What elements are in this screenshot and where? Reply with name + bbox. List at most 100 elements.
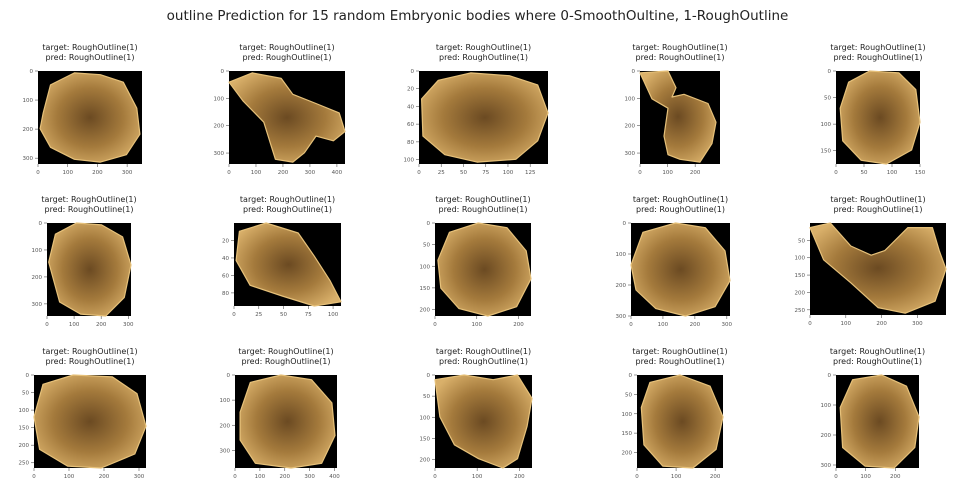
y-tick-label: 200	[32, 275, 43, 281]
panel-target-label: target: RoughOutline(1)	[239, 43, 335, 52]
x-tick-label: 400	[329, 474, 340, 480]
x-tick-label: 100	[658, 322, 669, 328]
embryonic-body	[639, 70, 717, 163]
panel-pred-label: pred: RoughOutline(1)	[833, 53, 923, 62]
y-tick-label: 200	[420, 308, 431, 314]
y-tick-label: 100	[23, 98, 34, 104]
embryonic-body	[640, 374, 724, 469]
x-tick-label: 0	[232, 312, 236, 318]
panel-target-label: target: RoughOutline(1)	[42, 347, 138, 356]
figure-title: outline Prediction for 15 random Embryon…	[166, 8, 789, 24]
image-panel-1: target: RoughOutline(1) pred: RoughOutlin…	[23, 43, 142, 176]
y-tick-label: 300	[616, 314, 627, 320]
image-panel-8: target: RoughOutline(1) pred: RoughOutlin…	[420, 195, 532, 328]
x-tick-label: 200	[690, 322, 701, 328]
y-tick-label: 0	[221, 69, 225, 75]
y-tick-label: 200	[19, 443, 30, 449]
y-tick-label: 0	[623, 221, 627, 227]
x-tick-label: 0	[834, 170, 838, 176]
image-panel-10: target: RoughOutline(1) pred: RoughOutlin…	[795, 195, 947, 327]
y-tick-label: 80	[407, 140, 414, 146]
panel-axes: 0 100 200 300 50 100 150 200 250	[795, 222, 947, 327]
image-panel-2: target: RoughOutline(1) pred: RoughOutlin…	[214, 43, 346, 176]
y-tick-label: 100	[404, 158, 415, 164]
x-tick-label: 200	[92, 170, 103, 176]
panel-target-label: target: RoughOutline(1)	[435, 43, 532, 52]
y-tick-label: 300	[214, 151, 225, 157]
panel-pred-label: pred: RoughOutline(1)	[241, 357, 331, 366]
y-tick-label: 100	[616, 252, 627, 258]
embryonic-body	[48, 222, 132, 317]
x-tick-label: 200	[876, 321, 887, 327]
x-tick-label: 300	[912, 321, 923, 327]
y-tick-label: 200	[622, 451, 633, 457]
y-tick-label: 200	[795, 290, 806, 296]
panel-title: target: RoughOutline(1) pred: RoughOutlin…	[776, 43, 955, 63]
x-tick-label: 0	[233, 474, 237, 480]
panel-target-label: target: RoughOutline(1)	[632, 347, 728, 356]
y-tick-label: 50	[22, 391, 29, 397]
panel-title: target: RoughOutline(1) pred: RoughOutlin…	[0, 347, 206, 367]
embryonic-body	[839, 374, 920, 469]
y-tick-label: 100	[420, 415, 431, 421]
embryonic-body	[235, 222, 342, 307]
y-tick-label: 300	[625, 151, 636, 157]
panel-title: target: RoughOutline(1) pred: RoughOutlin…	[359, 43, 608, 63]
embryonic-body	[809, 222, 947, 314]
panel-target-label: target: RoughOutline(1)	[239, 195, 336, 204]
embryonic-body	[33, 374, 147, 469]
y-tick-label: 0	[632, 69, 636, 75]
x-tick-label: 0	[635, 474, 639, 480]
panel-target-label: target: RoughOutline(1)	[829, 347, 926, 356]
y-tick-label: 150	[420, 286, 431, 292]
x-tick-label: 50	[280, 312, 287, 318]
y-tick-label: 50	[423, 243, 430, 249]
x-tick-label: 300	[123, 322, 134, 328]
y-tick-label: 200	[616, 283, 627, 289]
panel-title: target: RoughOutline(1) pred: RoughOutlin…	[174, 195, 401, 215]
panel-axes: 0 100 200 300 0 50 100 150 200 250	[19, 373, 147, 480]
x-tick-label: 0	[834, 474, 838, 480]
panel-axes: 0 100 200 300 400 0 100 200 300	[220, 373, 341, 480]
panel-axes: 0 50 100 150 0 50 100 150	[821, 69, 926, 176]
x-tick-label: 100	[662, 170, 673, 176]
y-tick-label: 60	[222, 273, 229, 279]
x-tick-label: 200	[514, 474, 525, 480]
x-tick-label: 75	[482, 170, 489, 176]
x-tick-label: 125	[525, 170, 536, 176]
y-tick-label: 50	[824, 96, 831, 102]
y-tick-label: 50	[625, 392, 632, 398]
y-tick-label: 100	[821, 122, 832, 128]
y-tick-label: 0	[411, 69, 415, 75]
panel-title: target: RoughOutline(1) pred: RoughOutlin…	[375, 347, 592, 367]
embryonic-body	[39, 72, 141, 163]
image-panel-12: target: RoughOutline(1) pred: RoughOutlin…	[220, 347, 341, 480]
y-tick-label: 200	[220, 423, 231, 429]
y-tick-label: 300	[32, 302, 43, 308]
x-tick-label: 300	[304, 474, 315, 480]
y-tick-label: 50	[798, 238, 805, 244]
x-tick-label: 100	[251, 170, 262, 176]
y-tick-label: 100	[214, 96, 225, 102]
image-panel-14: target: RoughOutline(1) pred: RoughOutlin…	[622, 347, 728, 480]
x-tick-label: 200	[690, 170, 701, 176]
x-tick-label: 0	[629, 322, 633, 328]
x-tick-label: 100	[860, 474, 871, 480]
y-tick-label: 40	[222, 256, 229, 262]
x-tick-label: 100	[69, 322, 80, 328]
x-tick-label: 100	[255, 474, 266, 480]
y-tick-label: 100	[19, 408, 30, 414]
y-tick-label: 60	[407, 122, 414, 128]
image-panel-5: target: RoughOutline(1) pred: RoughOutlin…	[821, 43, 926, 176]
x-tick-label: 0	[433, 474, 437, 480]
panel-pred-label: pred: RoughOutline(1)	[832, 357, 922, 366]
x-tick-label: 75	[305, 312, 312, 318]
x-tick-label: 0	[808, 321, 812, 327]
x-tick-label: 100	[841, 321, 852, 327]
panel-axes: 0 100 200 0 50 100 150 200	[622, 373, 724, 480]
panel-pred-label: pred: RoughOutline(1)	[833, 205, 923, 214]
image-panel-13: target: RoughOutline(1) pred: RoughOutlin…	[420, 347, 533, 480]
panel-axes: 0 100 200 300 400 0 100 200 300	[214, 69, 346, 176]
embryonic-body	[420, 72, 549, 163]
